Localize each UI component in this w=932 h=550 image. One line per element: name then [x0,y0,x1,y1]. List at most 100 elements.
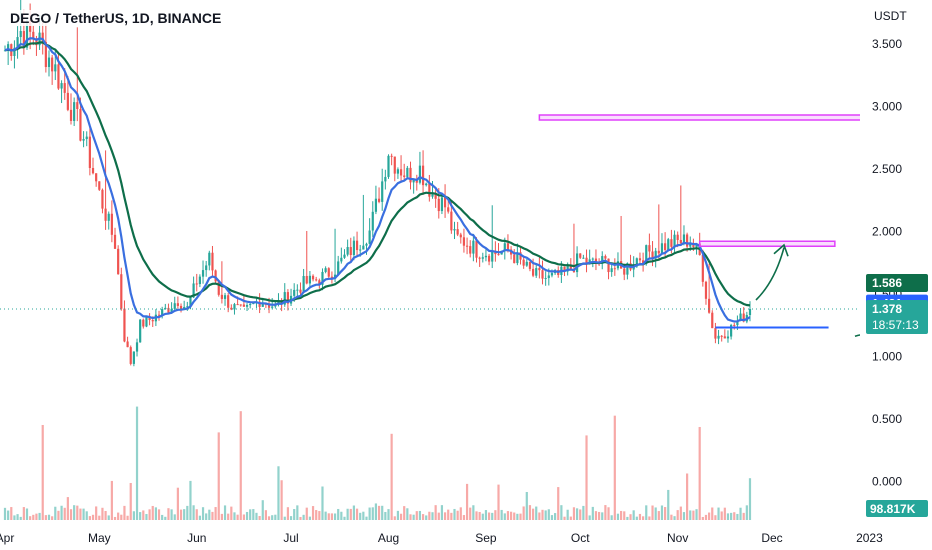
volume-bar [620,510,623,520]
candle-body [679,239,682,244]
candle-body [459,234,462,238]
volume-bar [588,515,591,520]
candle-body [35,39,38,46]
volume-bar [308,516,312,520]
volume-bar [362,511,365,520]
candle-body [434,194,437,199]
volume-bar [660,505,664,520]
candle-body [318,280,321,285]
candle-body [201,270,205,277]
candle-body [711,312,714,329]
volume-bar [575,508,579,520]
volume-bar [525,491,528,520]
candle-body [148,316,151,321]
candle-body [245,305,249,307]
candle-body [161,309,164,316]
candle-body [362,245,365,250]
volume-bar [384,511,387,520]
volume-bar [321,486,324,520]
volume-bar [161,514,164,520]
candle-body [25,20,29,48]
candle-body [129,347,132,364]
candle-body [591,258,594,260]
volume-bar [173,514,176,520]
volume-bar [44,515,47,520]
candle-body [104,208,107,221]
candle-body [60,83,63,89]
candle-body [179,305,183,310]
candle-body [569,265,572,269]
volume-bar [35,513,38,520]
volume-bar [157,509,161,520]
candle-body [642,260,645,264]
volume-bar [340,511,343,520]
candle-body [519,252,522,260]
volume-bar [682,512,686,520]
candle-body [368,230,371,244]
volume-bar [54,506,57,520]
volume-bar [355,508,359,520]
candle-body [406,167,409,177]
candle-body [205,265,208,271]
volume-bar [387,509,390,520]
volume-bar [431,512,434,520]
candle-body [41,32,44,43]
projection-arrow [755,247,785,301]
volume-bar [227,513,230,520]
volume-bar [352,505,356,520]
volume-bar [189,480,192,520]
volume-bar [239,411,242,520]
volume-bar [208,509,211,520]
candle-body [101,189,104,209]
candle-body [296,289,299,291]
candle-body [214,270,217,282]
user-drawings [0,114,891,345]
candle-body [626,263,629,275]
volume-bar [462,515,466,520]
volume-bar [230,506,233,520]
candle-body [63,83,66,93]
candle-body [186,306,189,308]
x-tick-label: Apr [0,531,14,545]
volume-bar [264,510,268,520]
volume-bar [249,509,252,520]
volume-bar [333,513,337,520]
volume-bar [381,505,384,520]
candlestick-series [3,0,752,367]
candle-body [412,180,415,183]
volume-bar [657,511,660,520]
volume-bar [82,508,85,520]
candle-body [132,351,135,364]
blue-ma-line [4,37,751,323]
candle-body [211,252,214,271]
volume-bar [192,505,195,520]
candle-body [582,257,585,259]
candle-body [494,251,497,255]
candle-body [117,248,120,275]
volume-bar [689,510,692,520]
volume-bar [315,510,318,520]
candle-body [396,169,400,174]
candle-body [355,240,359,251]
volume-bar [217,432,220,520]
candle-body [475,240,478,258]
candle-body [409,167,412,183]
x-tick-label: Nov [667,531,688,545]
candle-body [506,243,510,250]
volume-bar [377,505,381,520]
time-axis[interactable]: Apr May Jun Jul Aug Sep Oct Nov Dec 2023 [0,531,883,545]
volume-bar [220,513,223,520]
volume-bar [88,516,91,520]
volume-bar [670,514,673,520]
volume-bar [167,508,170,520]
volume-bar [418,510,422,520]
volume-bar [437,512,440,520]
volume-bar [183,509,186,520]
candle-body [261,303,264,307]
candle-body [648,245,651,252]
volume-bar [664,507,667,520]
volume-bar [698,426,701,520]
candle-body [739,313,742,321]
price-badge-countdown: 18:57:13 [872,318,919,332]
